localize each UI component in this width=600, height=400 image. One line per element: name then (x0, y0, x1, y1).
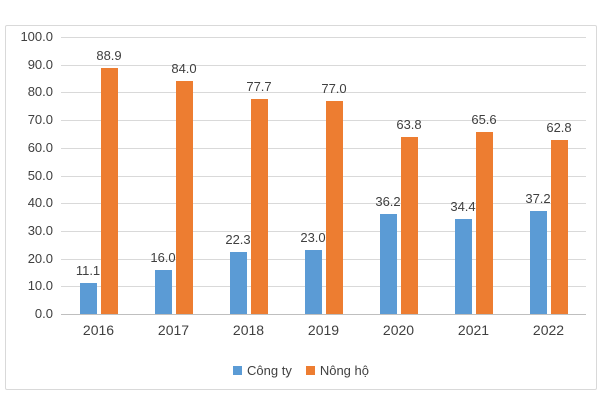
y-tick-label: 0.0 (34, 306, 53, 321)
legend: Công ty Nông hộ (6, 363, 596, 378)
data-label: 77.7 (246, 78, 272, 94)
gridline (61, 175, 586, 177)
y-tick-label: 60.0 (27, 139, 53, 155)
bar-pair: 22.3 77.7 (225, 79, 272, 314)
y-tick-label: 30.0 (27, 222, 53, 238)
y-tick-label: 100.0 (20, 29, 53, 44)
bar-pair: 11.1 88.9 (76, 48, 122, 314)
data-label: 22.3 (225, 232, 251, 248)
data-label: 63.8 (396, 117, 422, 133)
bar-nong-ho-2017: 84.0 (171, 61, 197, 314)
bar-nong-ho-2022: 62.8 (546, 120, 572, 314)
category-group-2019: 23.0 77.0 (286, 37, 361, 314)
y-tick-label: 10.0 (27, 278, 53, 294)
data-label: 34.4 (450, 198, 476, 214)
gridline (61, 37, 586, 38)
bar-pair: 23.0 77.0 (300, 81, 347, 314)
bar-cong-ty-2017: 16.0 (150, 250, 176, 314)
category-group-2018: 22.3 77.7 (211, 37, 286, 314)
bar-pair: 34.4 65.6 (450, 112, 497, 314)
legend-swatch-cong-ty (233, 366, 243, 375)
y-tick-label: 20.0 (27, 250, 53, 266)
y-tick-label: 80.0 (27, 84, 53, 100)
category-group-2021: 34.4 65.6 (436, 37, 511, 314)
bar-cong-ty-2018: 22.3 (225, 232, 251, 314)
gridline (61, 230, 586, 232)
gridline (61, 147, 586, 149)
bar-nong-ho-2018: 77.7 (246, 79, 272, 314)
bar-pair: 36.2 63.8 (375, 117, 422, 314)
y-tick-label: 70.0 (27, 112, 53, 128)
x-tick-label-2020: 2020 (382, 322, 415, 338)
bar-cong-ty-2022: 37.2 (525, 191, 551, 314)
bar-pair: 37.2 62.8 (525, 120, 572, 314)
data-label: 23.0 (300, 230, 326, 246)
bar-chart: 11.1 88.9 16.0 84.0 22.3 77.7 23.0 77.0 36.2 63.8… (5, 25, 597, 390)
y-tick-label: 40.0 (27, 195, 53, 211)
legend-swatch-nong-ho (305, 366, 315, 375)
x-tick-label-2021: 2021 (457, 322, 490, 338)
category-group-2016: 11.1 88.9 (61, 37, 136, 314)
plot-area: 11.1 88.9 16.0 84.0 22.3 77.7 23.0 77.0 36.2 63.8… (61, 37, 586, 315)
category-group-2017: 16.0 84.0 (136, 37, 211, 314)
legend-item-cong-ty: Công ty (233, 363, 292, 378)
bar-cong-ty-2016: 11.1 (76, 263, 100, 314)
bar-cong-ty-2020: 36.2 (375, 194, 401, 314)
legend-label: Công ty (247, 363, 292, 378)
data-label: 65.6 (471, 112, 497, 128)
x-tick-label-2022: 2022 (532, 322, 565, 338)
bar-nong-ho-2019: 77.0 (321, 81, 347, 314)
data-label: 88.9 (96, 47, 122, 63)
data-label: 62.8 (546, 120, 572, 136)
x-tick-label-2019: 2019 (307, 322, 340, 338)
bar-nong-ho-2016: 88.9 (96, 48, 122, 314)
bar-groups: 11.1 88.9 16.0 84.0 22.3 77.7 23.0 77.0 36.2 63.8… (61, 37, 586, 314)
gridline (61, 120, 586, 122)
data-label: 37.2 (525, 190, 551, 206)
data-label: 16.0 (150, 249, 176, 265)
y-tick-label: 90.0 (27, 56, 53, 72)
x-axis-line (61, 314, 586, 315)
data-label: 77.0 (321, 80, 347, 96)
gridline (61, 92, 586, 94)
bar-cong-ty-2021: 34.4 (450, 199, 476, 314)
gridline (61, 203, 586, 205)
legend-label: Nông hộ (319, 363, 369, 378)
legend-item-nong-ho: Nông hộ (305, 363, 369, 378)
x-axis-labels: 2016 2017 2018 2019 2020 2021 2022 (61, 322, 586, 338)
x-tick-label-2016: 2016 (82, 322, 115, 338)
bar-pair: 16.0 84.0 (150, 61, 197, 314)
bar-nong-ho-2020: 63.8 (396, 117, 422, 314)
data-label: 36.2 (375, 193, 401, 209)
x-tick-label-2017: 2017 (157, 322, 190, 338)
category-group-2020: 36.2 63.8 (361, 37, 436, 314)
gridline (61, 258, 586, 260)
gridline (61, 286, 586, 288)
y-tick-label: 50.0 (27, 167, 53, 183)
bar-cong-ty-2019: 23.0 (300, 230, 326, 314)
data-label: 84.0 (171, 61, 197, 77)
bar-nong-ho-2021: 65.6 (471, 112, 497, 314)
category-group-2022: 37.2 62.8 (511, 37, 586, 314)
gridline (61, 64, 586, 66)
x-tick-label-2018: 2018 (232, 322, 265, 338)
data-label: 11.1 (75, 263, 101, 279)
